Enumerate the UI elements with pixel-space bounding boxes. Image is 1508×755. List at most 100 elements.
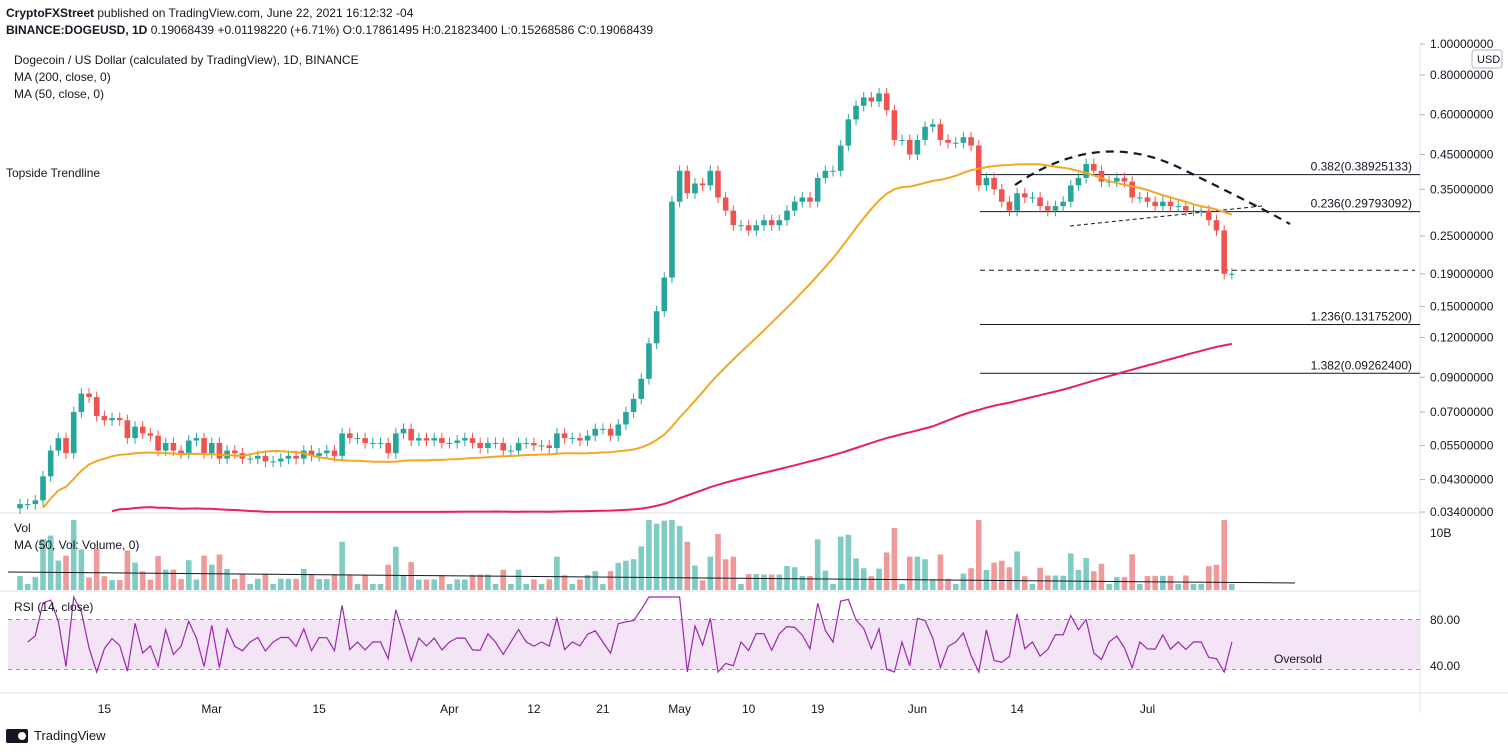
x-tick-label: 19 (811, 702, 825, 716)
volume-bar (1037, 567, 1043, 590)
volume-bar (922, 559, 928, 590)
volume-bar (1044, 575, 1051, 590)
rsi-axis-label: 80.00 (1430, 613, 1460, 627)
open-label: O: (342, 23, 356, 37)
ma200-line (111, 342, 1233, 513)
y-tick-label: 0.03400000 (1430, 505, 1494, 519)
volume-bar (86, 577, 92, 590)
candle-body (776, 220, 783, 226)
candle-body (1060, 201, 1066, 207)
volume-bar (952, 584, 959, 590)
volume-bar (170, 569, 177, 590)
volume-bar (362, 574, 368, 590)
volume-bar (55, 560, 62, 590)
volume-bar (630, 559, 637, 590)
volume-bar (615, 562, 622, 590)
candle-body (615, 424, 622, 436)
candle-body (1137, 197, 1143, 199)
candle-body (661, 277, 668, 312)
volume-bar (1014, 551, 1020, 590)
candle-body (324, 450, 330, 454)
ma200-legend: MA (200, close, 0) (14, 70, 111, 84)
volume-bar (546, 579, 553, 590)
candle-body (170, 442, 177, 451)
volume-bar (722, 559, 729, 590)
candle-body (1221, 230, 1227, 274)
candle-body (347, 433, 353, 439)
candle-body (630, 398, 637, 413)
candle-body (638, 378, 645, 399)
volume-bar (185, 560, 192, 590)
volume-bar (883, 552, 890, 590)
volume-bar (799, 575, 806, 590)
volume-bar (500, 569, 507, 590)
volume-bar (768, 574, 775, 590)
candle-body (837, 145, 844, 171)
volume-bar (1021, 576, 1028, 590)
volume-bar (1175, 584, 1181, 590)
volume-bar (247, 584, 253, 590)
candle-body (577, 438, 583, 441)
candle-body (569, 438, 576, 440)
volume-bar (646, 520, 652, 590)
candle-body (676, 170, 683, 202)
candle-body (707, 170, 714, 186)
candle-body (899, 139, 905, 141)
candle-body (745, 225, 752, 231)
candle-body (1160, 201, 1166, 207)
volume-bar (1029, 584, 1036, 590)
candle-body (607, 428, 614, 436)
volume-bar (822, 570, 829, 590)
volume-bar (1075, 569, 1082, 590)
candle-body (646, 343, 652, 379)
volume-bar (929, 579, 936, 590)
rsi-line (27, 594, 1233, 674)
candle-body (830, 170, 836, 172)
volume-bar (462, 579, 468, 590)
volume-bar (1129, 554, 1135, 590)
candle-body (55, 438, 62, 451)
candle-body (116, 418, 123, 421)
candle-body (753, 225, 760, 231)
volume-bar (607, 571, 614, 590)
candle-body (193, 438, 200, 441)
volume-bar (577, 579, 583, 590)
pattern-arc (1014, 150, 1291, 225)
volume-bar (830, 584, 836, 590)
candle-body (584, 435, 591, 441)
volume-bar (868, 576, 875, 590)
volume-bar (416, 579, 422, 590)
ohlc-line: BINANCE:DOGEUSD, 1D 0.19068439 +0.011982… (6, 23, 653, 37)
volume-bar (968, 568, 974, 590)
candle-body (208, 442, 215, 454)
volume-bar (1190, 584, 1197, 590)
low-value: 0.15268586 (510, 23, 575, 37)
candle-body (354, 438, 361, 440)
volume-bar (753, 574, 760, 590)
candle-body (653, 311, 660, 344)
currency-badge (1471, 49, 1503, 69)
volume-bar (523, 584, 530, 590)
candle-body (929, 124, 936, 127)
volume-bar (1083, 557, 1089, 590)
candle-body (439, 438, 445, 443)
candle-body (277, 458, 284, 462)
volume-bar (492, 584, 499, 590)
volume-bar (124, 550, 131, 590)
volume-bar (285, 578, 292, 590)
y-tick-label: 0.19000000 (1430, 267, 1494, 281)
last-price: 0.19068439 (150, 23, 215, 37)
candle-body (669, 201, 675, 278)
candle-body (768, 220, 775, 226)
candle-body (1006, 201, 1013, 211)
volume-bar (262, 573, 269, 590)
candle-body (1175, 206, 1181, 208)
candle-body (1167, 201, 1174, 207)
candle-body (991, 177, 997, 190)
candle-body (1121, 177, 1128, 182)
published-text: published on TradingView.com, June 22, 2… (97, 6, 414, 20)
volume-bar (393, 546, 399, 590)
volume-bar (147, 579, 154, 590)
volume-bar (101, 576, 108, 590)
